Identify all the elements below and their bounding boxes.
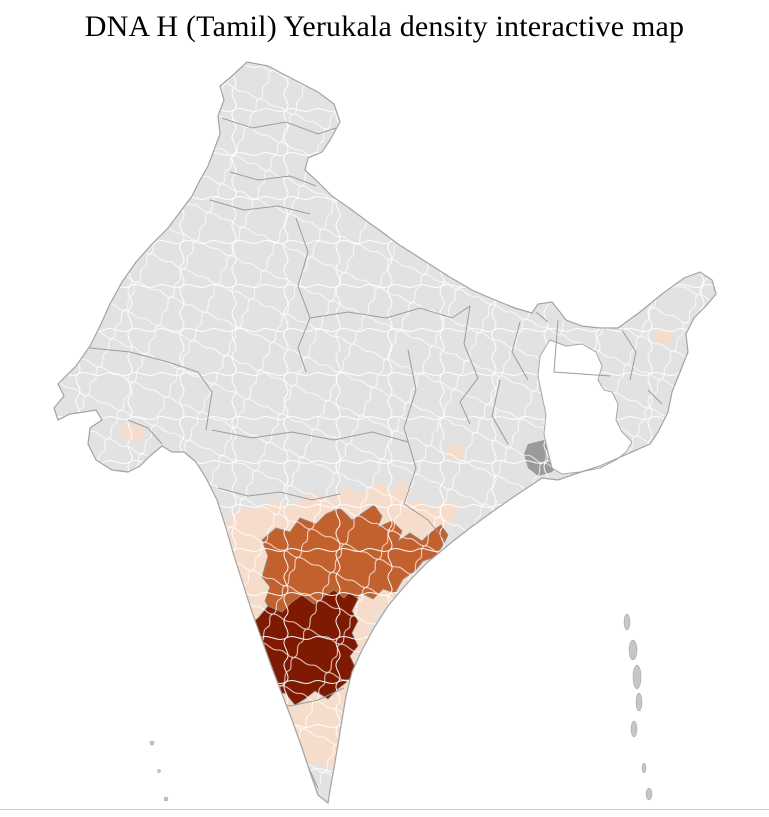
island-shape[interactable] bbox=[635, 692, 643, 712]
state-border-line bbox=[209, 199, 311, 215]
state-border-line bbox=[647, 389, 663, 405]
state-borders bbox=[89, 117, 663, 789]
island-shape[interactable] bbox=[163, 796, 169, 802]
state-border-line bbox=[553, 319, 611, 377]
state-border-line bbox=[403, 503, 445, 541]
island-shape[interactable] bbox=[149, 740, 155, 746]
state-border-line bbox=[211, 429, 409, 443]
island-shape[interactable] bbox=[628, 639, 638, 661]
state-border-line bbox=[621, 329, 637, 381]
bangladesh-cutout bbox=[537, 339, 633, 475]
state-border-line bbox=[217, 487, 341, 501]
island-shape[interactable] bbox=[623, 613, 631, 631]
island-shape[interactable] bbox=[641, 762, 647, 774]
state-border-line bbox=[459, 305, 479, 425]
andaman-islands bbox=[623, 613, 653, 801]
state-border-line bbox=[127, 419, 163, 445]
low-density-patch-east[interactable] bbox=[446, 444, 464, 460]
state-border-line bbox=[511, 321, 529, 381]
bottom-rule bbox=[0, 809, 769, 810]
island-shape[interactable] bbox=[632, 664, 642, 690]
state-border-line bbox=[295, 217, 311, 373]
state-border-line bbox=[491, 379, 509, 445]
page-title: DNA H (Tamil) Yerukala density interacti… bbox=[84, 10, 685, 43]
state-border-line bbox=[403, 349, 417, 505]
state-border-line bbox=[89, 347, 213, 431]
lakshadweep-islands bbox=[149, 740, 169, 802]
low-density-patch-gujarat[interactable] bbox=[122, 424, 144, 442]
state-border-line bbox=[535, 311, 549, 323]
island-shape[interactable] bbox=[630, 720, 638, 738]
state-border-line bbox=[309, 305, 471, 319]
island-shape[interactable] bbox=[157, 769, 161, 773]
state-border-line bbox=[221, 117, 337, 135]
state-border-line bbox=[229, 171, 317, 187]
low-density-patch-northeast[interactable] bbox=[654, 330, 672, 344]
island-shape[interactable] bbox=[645, 787, 653, 801]
